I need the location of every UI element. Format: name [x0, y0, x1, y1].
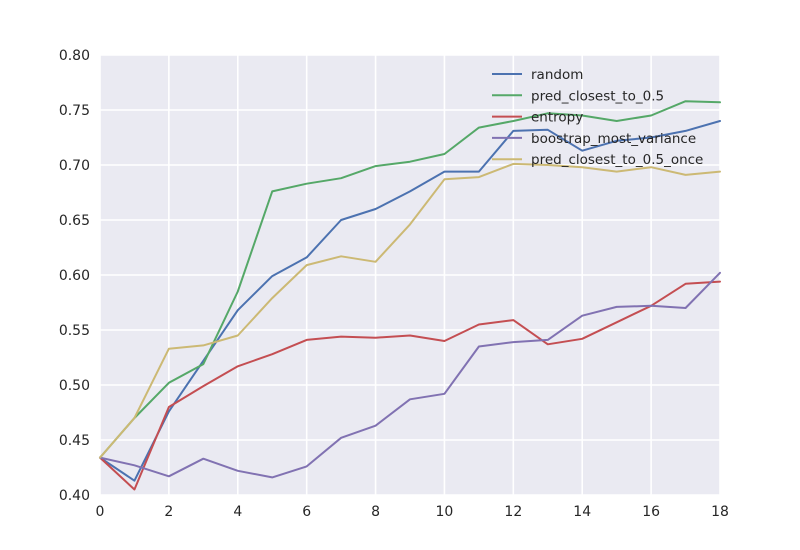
y-tick-label: 0.65 [59, 213, 90, 229]
legend-item: pred_closest_to_0.5 [492, 88, 664, 104]
gridlines [99, 54, 721, 496]
x-tick-labels: 0 2 4 6 8 10 12 14 16 18 [96, 504, 729, 520]
series-line-boostrap-most-variance [99, 271, 721, 479]
x-tick-label: 6 [302, 504, 311, 520]
legend-label: entropy [531, 110, 583, 126]
legend-label: pred_closest_to_0.5 [531, 88, 664, 104]
legend-label: random [531, 67, 583, 83]
legend-label: boostrap_most_variance [531, 131, 696, 147]
x-tick-label: 10 [436, 504, 454, 520]
y-tick-label: 0.40 [59, 488, 90, 504]
x-tick-label: 14 [573, 504, 591, 520]
y-tick-label: 0.70 [59, 158, 90, 174]
legend-item: boostrap_most_variance [492, 131, 696, 147]
y-tick-labels: 0.40 0.45 0.50 0.55 0.60 0.65 0.70 0.75 0.80 [59, 48, 90, 504]
x-tick-label: 18 [711, 504, 729, 520]
y-tick-label: 0.60 [59, 268, 90, 284]
series-line-entropy [99, 280, 721, 491]
y-tick-label: 0.45 [59, 433, 90, 449]
y-tick-label: 0.50 [59, 378, 90, 394]
x-tick-label: 4 [233, 504, 242, 520]
legend-label: pred_closest_to_0.5_once [531, 152, 703, 168]
series-line-random [99, 120, 721, 482]
x-tick-label: 12 [504, 504, 522, 520]
x-tick-label: 16 [642, 504, 660, 520]
legend-item: entropy [492, 110, 583, 126]
series-lines [99, 100, 721, 491]
y-tick-label: 0.75 [59, 103, 90, 119]
y-tick-label: 0.80 [59, 48, 90, 64]
series-line-pred-closest-to-0-5 [99, 100, 721, 459]
x-tick-label: 2 [164, 504, 173, 520]
y-tick-label: 0.55 [59, 323, 90, 339]
x-tick-label: 0 [96, 504, 105, 520]
x-tick-label: 8 [371, 504, 380, 520]
series-line-pred-closest-to-0-5-once [99, 162, 721, 459]
legend-item: pred_closest_to_0.5_once [492, 152, 703, 168]
legend-item: random [492, 67, 583, 83]
